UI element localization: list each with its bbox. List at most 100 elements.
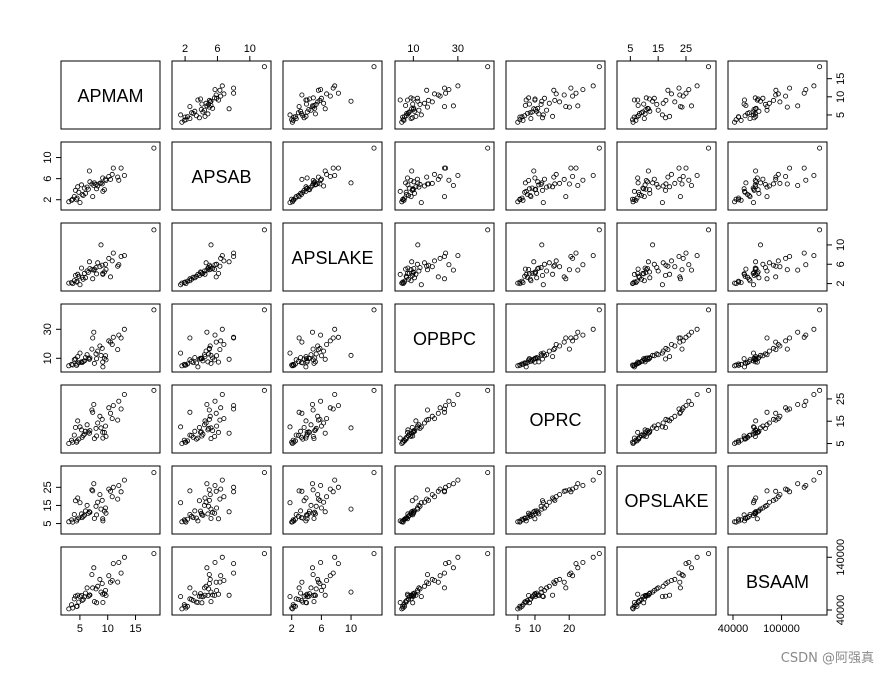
scatter-point bbox=[298, 355, 304, 361]
scatter-point bbox=[783, 173, 789, 179]
scatter-point bbox=[590, 477, 596, 483]
scatter-point bbox=[573, 165, 579, 171]
scatter-point bbox=[817, 387, 823, 393]
scatter-point bbox=[121, 326, 127, 332]
scatter-point bbox=[590, 83, 596, 89]
scatter-point bbox=[546, 348, 552, 354]
scatter-point bbox=[630, 280, 636, 286]
panel-frame bbox=[171, 546, 272, 616]
scatter-point bbox=[630, 606, 636, 612]
right-tick-label: 10 bbox=[835, 91, 847, 103]
scatter-point bbox=[291, 362, 297, 368]
scatter-point bbox=[441, 488, 447, 494]
scatter-point bbox=[100, 364, 106, 370]
scatter-point bbox=[217, 347, 223, 353]
scatter-point bbox=[651, 261, 657, 267]
scatter-point bbox=[318, 87, 324, 93]
scatter-point bbox=[771, 181, 777, 187]
scatter-point bbox=[348, 352, 354, 358]
scatter-point bbox=[732, 119, 738, 125]
scatter-point bbox=[311, 599, 317, 605]
scatter-point bbox=[641, 194, 647, 200]
scatter-point bbox=[91, 565, 97, 571]
right-tick-label: 2 bbox=[835, 281, 847, 287]
scatter-point bbox=[742, 97, 748, 103]
scatter-point bbox=[208, 599, 214, 605]
scatter-point bbox=[443, 403, 449, 409]
panel-frame bbox=[394, 222, 495, 292]
scatter-point bbox=[410, 510, 416, 516]
scatter-point bbox=[777, 180, 783, 186]
scatter-point bbox=[538, 586, 544, 592]
scatter-point bbox=[811, 253, 817, 259]
y-tick-label: 6 bbox=[42, 176, 54, 182]
scatter-point bbox=[76, 273, 82, 279]
scatter-point bbox=[322, 509, 328, 515]
scatter-point bbox=[542, 176, 548, 182]
scatter-point bbox=[106, 338, 112, 344]
scatter-point bbox=[663, 97, 669, 103]
scatter-point bbox=[650, 352, 656, 358]
scatter-point bbox=[639, 192, 645, 198]
scatter-point bbox=[441, 194, 447, 200]
scatter-point bbox=[208, 425, 214, 431]
panel-frame bbox=[171, 303, 272, 373]
scatter-point bbox=[410, 593, 416, 599]
scatter-point bbox=[93, 351, 99, 357]
scatter-point bbox=[544, 184, 550, 190]
scatter-point bbox=[295, 358, 301, 364]
scatter-point bbox=[187, 409, 193, 415]
scatter-point bbox=[773, 274, 779, 280]
scatter-point bbox=[109, 171, 115, 177]
scatter-point bbox=[218, 573, 224, 579]
scatter-point bbox=[575, 565, 581, 571]
scatter-point bbox=[751, 355, 757, 361]
scatter-point bbox=[557, 576, 563, 582]
scatter-point bbox=[79, 191, 85, 197]
scatter-point bbox=[738, 517, 744, 523]
scatter-point bbox=[115, 417, 121, 423]
scatter-point bbox=[193, 360, 199, 366]
top-tick-label: 2 bbox=[182, 43, 188, 55]
scatter-point bbox=[91, 401, 97, 407]
scatter-point bbox=[552, 345, 558, 351]
scatter-point bbox=[317, 416, 323, 422]
scatter-point bbox=[677, 335, 683, 341]
scatter-point bbox=[683, 165, 689, 171]
panel-frame bbox=[394, 546, 495, 616]
scatter-point bbox=[76, 599, 82, 605]
scatter-point bbox=[98, 352, 104, 358]
scatter-point bbox=[97, 576, 103, 582]
scatter-point bbox=[441, 85, 447, 91]
scatter-point bbox=[752, 266, 758, 272]
scatter-point bbox=[409, 259, 415, 265]
scatter-point bbox=[66, 280, 72, 286]
scatter-point bbox=[654, 181, 660, 187]
panel-frame bbox=[505, 546, 606, 616]
scatter-point bbox=[689, 401, 695, 407]
scatter-point bbox=[198, 355, 204, 361]
scatter-point bbox=[706, 145, 712, 151]
scatter-point bbox=[301, 424, 307, 430]
scatter-point bbox=[195, 518, 201, 524]
scatter-point bbox=[743, 180, 749, 186]
scatter-point bbox=[99, 345, 105, 351]
scatter-point bbox=[425, 581, 431, 587]
scatter-point bbox=[441, 570, 447, 576]
scatter-point bbox=[636, 360, 642, 366]
scatter-point bbox=[455, 172, 461, 178]
scatter-point bbox=[198, 510, 204, 516]
panel-frame bbox=[282, 222, 383, 292]
scatter-point bbox=[801, 90, 807, 96]
scatter-point bbox=[261, 551, 267, 557]
scatter-point bbox=[746, 192, 752, 198]
scatter-point bbox=[641, 116, 647, 122]
scatter-point bbox=[738, 280, 744, 286]
scatter-point bbox=[306, 186, 312, 192]
scatter-point bbox=[109, 494, 115, 500]
scatter-point bbox=[643, 186, 649, 192]
scatter-point bbox=[206, 262, 212, 268]
scatter-point bbox=[645, 179, 651, 185]
scatter-point bbox=[446, 177, 452, 183]
panel-frame bbox=[394, 384, 495, 454]
